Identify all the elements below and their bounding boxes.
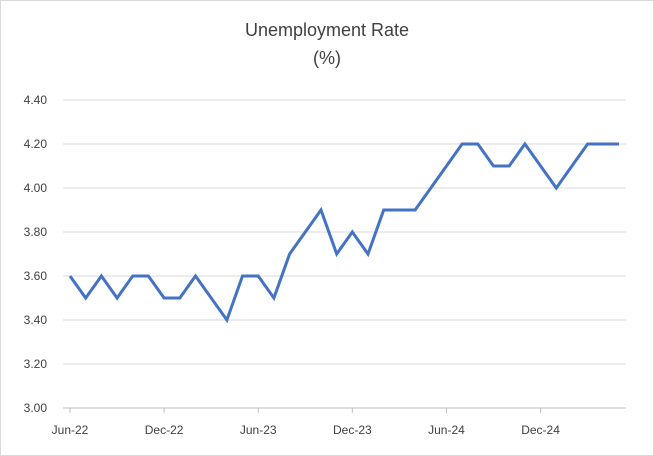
- chart-title: Unemployment Rate: [244, 20, 410, 40]
- data-point: [508, 165, 511, 168]
- y-tick-label: 3.00: [24, 401, 48, 415]
- data-point: [210, 297, 213, 300]
- data-point: [335, 253, 338, 256]
- chart-subtitle: (%): [313, 48, 341, 68]
- data-point: [116, 297, 119, 300]
- data-point: [241, 275, 244, 278]
- data-point: [382, 209, 385, 212]
- data-point: [147, 275, 150, 278]
- data-point: [84, 297, 87, 300]
- y-tick-label: 3.20: [24, 357, 48, 371]
- data-point: [414, 209, 417, 212]
- data-point: [367, 253, 370, 256]
- data-point: [351, 231, 354, 234]
- data-point: [319, 209, 322, 212]
- data-point: [178, 297, 181, 300]
- x-tick-label: Jun-24: [428, 423, 465, 437]
- data-point: [131, 275, 134, 278]
- x-tick-label: Dec-24: [521, 423, 560, 437]
- y-tick-label: 3.80: [24, 225, 48, 239]
- x-axis-tick-labels: Jun-22 Dec-22 Jun-23 Dec-23 Jun-24 Dec-24: [52, 423, 561, 437]
- data-point: [69, 275, 72, 278]
- data-point: [461, 143, 464, 146]
- data-point: [288, 253, 291, 256]
- y-tick-label: 4.40: [24, 93, 48, 107]
- y-axis-tick-labels: 3.00 3.20 3.40 3.60 3.80 4.00 4.20 4.40: [24, 93, 48, 415]
- x-tick-label: Dec-23: [333, 423, 372, 437]
- data-point: [272, 297, 275, 300]
- data-point: [429, 187, 432, 190]
- data-point: [304, 231, 307, 234]
- data-point: [586, 143, 589, 146]
- data-point: [618, 143, 621, 146]
- data-point: [539, 165, 542, 168]
- x-axis: [63, 407, 626, 413]
- series-line: [68, 141, 619, 324]
- y-tick-label: 3.40: [24, 313, 48, 327]
- x-tick-label: Dec-22: [145, 423, 184, 437]
- data-point: [257, 275, 260, 278]
- data-point: [492, 165, 495, 168]
- gridlines: [63, 99, 626, 365]
- y-tick-label: 4.00: [24, 181, 48, 195]
- data-point: [163, 297, 166, 300]
- data-point: [225, 319, 228, 322]
- data-point: [398, 209, 401, 212]
- data-point: [523, 143, 526, 146]
- data-point: [194, 275, 197, 278]
- data-point: [100, 275, 103, 278]
- y-tick-label: 3.60: [24, 269, 48, 283]
- y-tick-label: 4.20: [24, 137, 48, 151]
- x-tick-label: Jun-22: [52, 423, 89, 437]
- series-layer: [68, 141, 621, 324]
- data-point: [602, 143, 605, 146]
- data-point: [445, 165, 448, 168]
- data-point: [555, 187, 558, 190]
- data-point: [476, 143, 479, 146]
- data-point: [570, 165, 573, 168]
- x-tick-label: Jun-23: [240, 423, 277, 437]
